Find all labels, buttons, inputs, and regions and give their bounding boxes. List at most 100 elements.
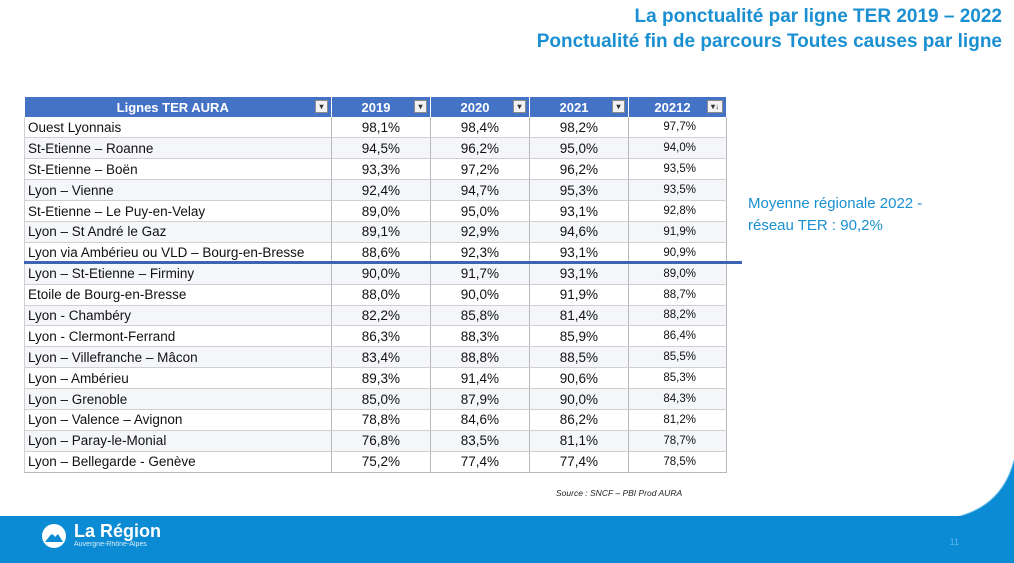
column-header-label: 20212 bbox=[654, 99, 691, 115]
punctuality-cell: 87,9% bbox=[430, 388, 530, 410]
punctuality-cell: 83,5% bbox=[430, 430, 530, 452]
slide-subtitle: Ponctualité fin de parcours Toutes cause… bbox=[536, 31, 1002, 52]
table-row: Lyon – Bellegarde - Genève 75,2% 77,4% 77,4… bbox=[24, 451, 727, 473]
punctuality-cell: 86,3% bbox=[331, 325, 431, 348]
line-name-cell: Lyon – Villefranche – Mâcon bbox=[24, 346, 332, 369]
line-name-cell: St-Etienne – Le Puy-en-Velay bbox=[24, 200, 332, 222]
column-header-label: Lignes TER AURA bbox=[116, 99, 229, 115]
line-name-cell: Lyon – Ambérieu bbox=[24, 367, 332, 390]
table-row: Lyon – Grenoble 85,0% 87,9% 90,0% 84,3% bbox=[24, 388, 727, 410]
punctuality-cell: 98,4% bbox=[430, 117, 530, 139]
punctuality-cell: 85,8% bbox=[430, 305, 530, 327]
logo-subtitle: Auvergne-Rhône-Alpes bbox=[74, 541, 147, 548]
column-header-1: 2019 ▾ bbox=[331, 97, 431, 117]
table-row: Lyon - Clermont-Ferrand 86,3% 88,3% 85,9% 86… bbox=[24, 325, 727, 348]
footer-bar bbox=[0, 516, 1014, 563]
column-header-3: 2021 ▾ bbox=[529, 97, 629, 117]
punctuality-cell: 95,0% bbox=[529, 137, 629, 160]
table-row: Lyon – Valence – Avignon 78,8% 84,6% 86,2% 8… bbox=[24, 409, 727, 431]
punctuality-cell: 93,5% bbox=[628, 179, 727, 202]
punctuality-cell: 85,3% bbox=[628, 367, 727, 390]
punctuality-cell: 94,6% bbox=[529, 221, 629, 243]
line-name-cell: Lyon – Grenoble bbox=[24, 388, 332, 410]
punctuality-cell: 88,0% bbox=[331, 284, 431, 306]
filter-dropdown-icon[interactable]: ▾ bbox=[513, 100, 526, 113]
punctuality-cell: 84,3% bbox=[628, 388, 727, 410]
punctuality-table-container: Lignes TER AURA ▾ 2019 ▾ 2020 ▾ 2021 ▾ 20212 ▾↓ O… bbox=[24, 97, 727, 473]
line-name-cell: Lyon – St-Etienne – Firminy bbox=[24, 263, 332, 285]
line-name-cell: Lyon - Clermont-Ferrand bbox=[24, 325, 332, 348]
punctuality-cell: 81,1% bbox=[529, 430, 629, 452]
table-row: Lyon – St André le Gaz 89,1% 92,9% 94,6% 91,… bbox=[24, 221, 727, 243]
punctuality-cell: 88,2% bbox=[628, 305, 727, 327]
punctuality-cell: 88,6% bbox=[331, 242, 431, 264]
punctuality-cell: 77,4% bbox=[430, 451, 530, 473]
sort-filter-icon[interactable]: ▾↓ bbox=[707, 100, 723, 113]
table-row: Lyon – St-Etienne – Firminy 90,0% 91,7% 93,… bbox=[24, 263, 727, 285]
filter-dropdown-icon[interactable]: ▾ bbox=[315, 100, 328, 113]
line-name-cell: Lyon – Valence – Avignon bbox=[24, 409, 332, 431]
punctuality-cell: 90,6% bbox=[529, 367, 629, 390]
table-row: St-Etienne – Roanne 94,5% 96,2% 95,0% 94,0% bbox=[24, 137, 727, 160]
table-row: Etoile de Bourg-en-Bresse 88,0% 90,0% 91,9%… bbox=[24, 284, 727, 306]
table-row: Lyon via Ambérieu ou VLD – Bourg-en-Bres… bbox=[24, 242, 727, 264]
punctuality-cell: 96,2% bbox=[529, 158, 629, 181]
punctuality-cell: 93,3% bbox=[331, 158, 431, 181]
punctuality-cell: 89,0% bbox=[331, 200, 431, 222]
punctuality-cell: 90,0% bbox=[529, 388, 629, 410]
punctuality-cell: 98,2% bbox=[529, 117, 629, 139]
punctuality-cell: 91,9% bbox=[628, 221, 727, 243]
table-row: Ouest Lyonnais 98,1% 98,4% 98,2% 97,7% bbox=[24, 117, 727, 139]
table-row: Lyon – Paray-le-Monial 76,8% 83,5% 81,1% 78,… bbox=[24, 430, 727, 452]
punctuality-cell: 91,9% bbox=[529, 284, 629, 306]
line-name-cell: Lyon – St André le Gaz bbox=[24, 221, 332, 243]
punctuality-cell: 75,2% bbox=[331, 451, 431, 473]
punctuality-cell: 85,0% bbox=[331, 388, 431, 410]
punctuality-cell: 92,4% bbox=[331, 179, 431, 202]
punctuality-cell: 90,0% bbox=[331, 263, 431, 285]
punctuality-cell: 89,0% bbox=[628, 263, 727, 285]
punctuality-cell: 90,9% bbox=[628, 242, 727, 264]
line-name-cell: St-Etienne – Boën bbox=[24, 158, 332, 181]
punctuality-cell: 77,4% bbox=[529, 451, 629, 473]
punctuality-cell: 81,2% bbox=[628, 409, 727, 431]
column-header-2: 2020 ▾ bbox=[430, 97, 530, 117]
punctuality-cell: 83,4% bbox=[331, 346, 431, 369]
punctuality-cell: 94,5% bbox=[331, 137, 431, 160]
source-note: Source : SNCF – PBI Prod AURA bbox=[556, 488, 683, 498]
table-row: Lyon – Villefranche – Mâcon 83,4% 88,8% 88,… bbox=[24, 346, 727, 369]
punctuality-cell: 84,6% bbox=[430, 409, 530, 431]
punctuality-cell: 95,0% bbox=[430, 200, 530, 222]
line-name-cell: Lyon – Bellegarde - Genève bbox=[24, 451, 332, 473]
punctuality-cell: 86,2% bbox=[529, 409, 629, 431]
table-row: St-Etienne – Boën 93,3% 97,2% 96,2% 93,5% bbox=[24, 158, 727, 181]
line-name-cell: Etoile de Bourg-en-Bresse bbox=[24, 284, 332, 306]
column-header-4: 20212 ▾↓ bbox=[628, 97, 727, 117]
table-row: Lyon – Ambérieu 89,3% 91,4% 90,6% 85,3% bbox=[24, 367, 727, 390]
column-header-0: Lignes TER AURA ▾ bbox=[24, 97, 332, 117]
average-note-line1: Moyenne régionale 2022 - bbox=[748, 195, 923, 212]
punctuality-cell: 78,8% bbox=[331, 409, 431, 431]
punctuality-cell: 97,7% bbox=[628, 117, 727, 139]
logo-title: La Région bbox=[74, 521, 162, 541]
punctuality-cell: 88,3% bbox=[430, 325, 530, 348]
punctuality-cell: 95,3% bbox=[529, 179, 629, 202]
slide-title-block: La ponctualité par ligne TER 2019 – 2022… bbox=[537, 4, 1002, 54]
punctuality-cell: 88,8% bbox=[430, 346, 530, 369]
table-row: St-Etienne – Le Puy-en-Velay 89,0% 95,0% 93… bbox=[24, 200, 727, 222]
column-header-label: 2020 bbox=[460, 99, 490, 115]
punctuality-cell: 76,8% bbox=[331, 430, 431, 452]
punctuality-cell: 92,3% bbox=[430, 242, 530, 264]
page-number: 11 bbox=[949, 537, 959, 547]
mountain-logo-icon bbox=[42, 523, 66, 548]
column-header-label: 2021 bbox=[559, 99, 589, 115]
line-name-cell: Ouest Lyonnais bbox=[24, 117, 332, 139]
punctuality-cell: 89,1% bbox=[331, 221, 431, 243]
line-name-cell: Lyon - Chambéry bbox=[24, 305, 332, 327]
punctuality-cell: 96,2% bbox=[430, 137, 530, 160]
filter-dropdown-icon[interactable]: ▾ bbox=[612, 100, 625, 113]
punctuality-cell: 97,2% bbox=[430, 158, 530, 181]
filter-dropdown-icon[interactable]: ▾ bbox=[414, 100, 427, 113]
punctuality-cell: 78,7% bbox=[628, 430, 727, 452]
table-row: Lyon - Chambéry 82,2% 85,8% 81,4% 88,2% bbox=[24, 305, 727, 327]
